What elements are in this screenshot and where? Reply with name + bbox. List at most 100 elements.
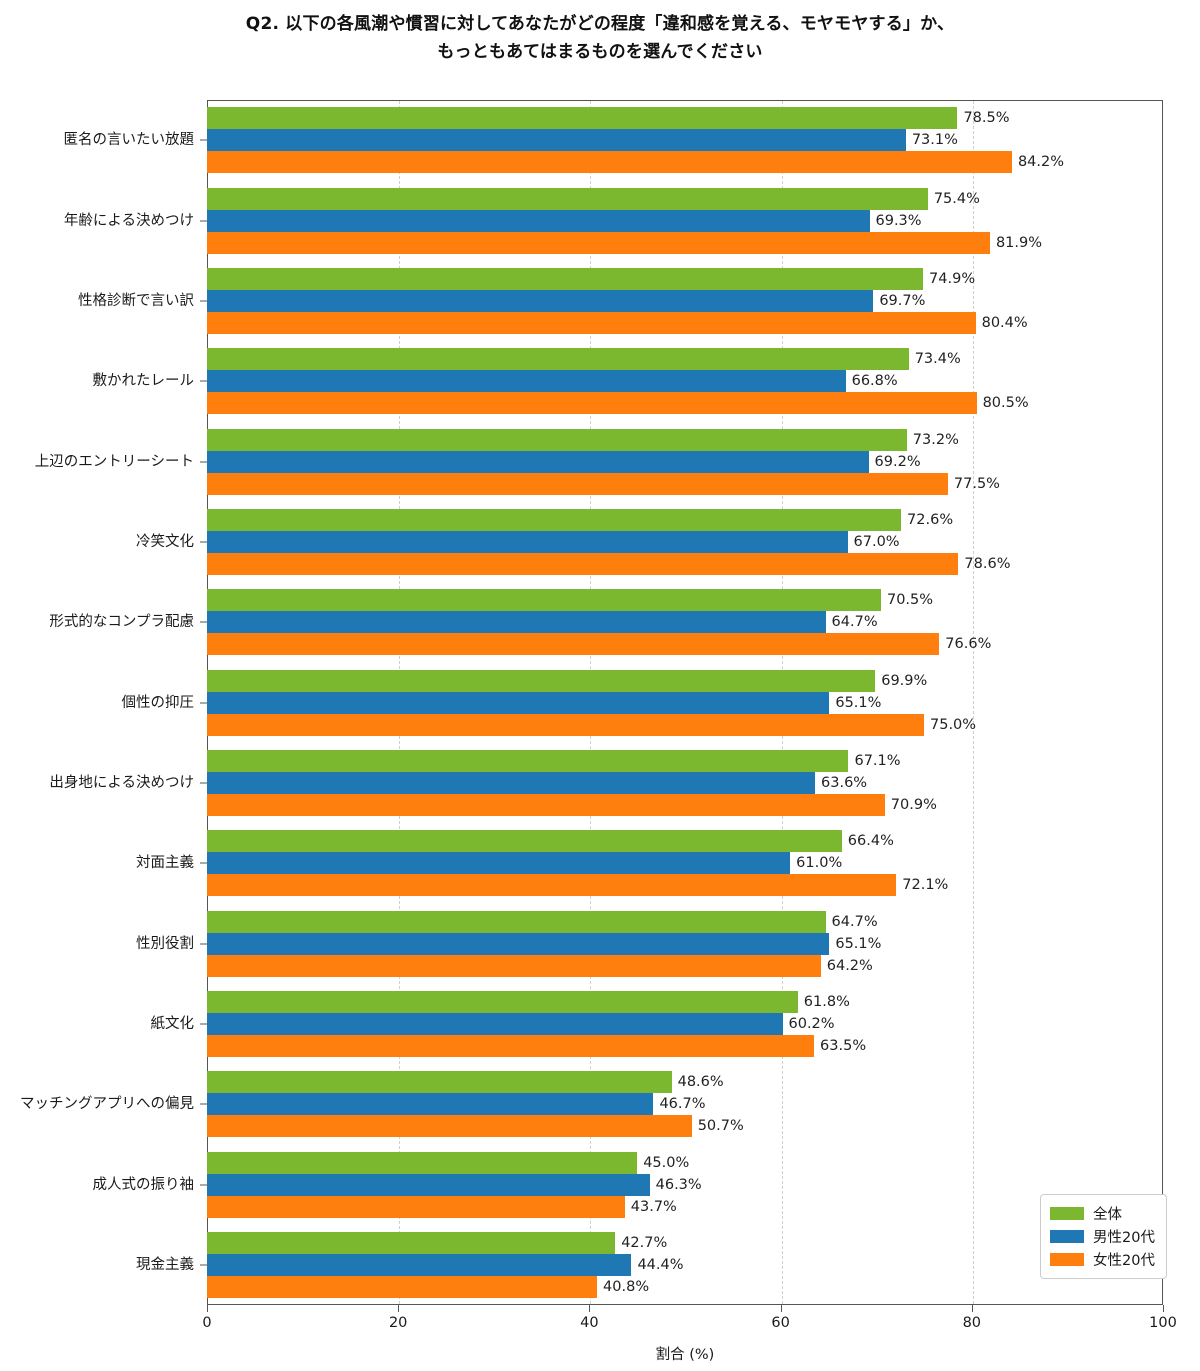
bar[interactable] [207,107,958,130]
bar-row: 46.3% [207,1173,1163,1196]
bar-value-label: 70.9% [890,796,937,813]
x-axis-tick-label: 0 [202,1315,212,1331]
bar-row: 74.9% [207,267,1163,290]
bar[interactable] [207,472,948,495]
bar-group: 45.0% 46.3% 43.7% [207,1151,1163,1218]
bar[interactable] [207,311,976,334]
bar[interactable] [207,151,1012,174]
bar[interactable] [207,611,826,634]
bar-value-label: 48.6% [677,1074,724,1091]
bar[interactable] [207,691,830,714]
bar-row: 69.9% [207,669,1163,692]
bar-row: 40.8% [207,1275,1163,1298]
bar[interactable] [207,713,924,736]
y-axis-tick [200,1103,207,1105]
bar-value-label: 63.5% [820,1037,867,1054]
bar-group: 70.5% 64.7% 76.6% [207,589,1163,656]
y-axis-tick [200,300,207,302]
legend-item[interactable]: 男性20代 [1050,1225,1155,1248]
bar[interactable] [207,1253,632,1276]
x-axis-tick [207,1305,208,1312]
bar[interactable] [207,932,830,955]
y-axis-category-label: マッチングアプリへの偏見 [20,1095,194,1112]
bar[interactable] [207,1115,692,1138]
bar[interactable] [207,830,842,853]
bar[interactable] [207,589,881,612]
bar[interactable] [207,428,907,451]
bar-value-label: 67.1% [854,752,901,769]
bar[interactable] [207,852,791,875]
x-axis: 割合 (%) 0 20 40 60 80 100 [202,1305,1177,1371]
y-axis-category-label: 敷かれたレール [92,372,195,389]
y-axis-category-labels: 匿名の言いたい放題 年齢による決めつけ 性格診断で言い訳 敷かれたレール 上辺のエントリ… [0,100,207,1305]
bar[interactable] [207,1012,783,1035]
bar[interactable] [207,209,870,232]
y-axis-tick [200,1184,207,1185]
bar[interactable] [207,187,928,210]
bar-row: 69.2% [207,450,1163,473]
bar-row: 61.8% [207,990,1163,1013]
bar-value-label: 65.1% [835,694,882,711]
bar-value-label: 60.2% [788,1015,835,1032]
bar[interactable] [207,1231,616,1254]
bar-group: 61.8% 60.2% 63.5% [207,990,1163,1057]
bar-row: 46.7% [207,1093,1163,1116]
bar[interactable] [207,954,821,977]
bar[interactable] [207,771,816,794]
bar-group: 48.6% 46.7% 50.7% [207,1071,1163,1138]
bar[interactable] [207,348,909,371]
bar[interactable] [207,392,977,415]
bar[interactable] [207,1093,654,1116]
bar-value-label: 69.3% [875,212,922,229]
x-axis-tick-label: 100 [1149,1315,1177,1331]
bar[interactable] [207,749,849,772]
bar-value-label: 69.9% [881,672,928,689]
bar[interactable] [207,231,990,254]
bar-value-label: 42.7% [621,1234,668,1251]
bar-row: 73.4% [207,348,1163,371]
x-axis-tick [1163,1305,1164,1312]
bar[interactable] [207,1173,650,1196]
y-axis-tick [200,541,207,543]
bar[interactable] [207,1195,625,1218]
bar-value-label: 67.0% [853,533,900,550]
bar-value-label: 75.0% [930,716,977,733]
y-axis-tick [200,380,207,382]
bar-row: 44.4% [207,1253,1163,1276]
chart-title-line-2: もっともあてはまるものを選んでください [437,42,763,62]
bar[interactable] [207,1151,638,1174]
bar-value-label: 46.7% [659,1096,706,1113]
bar[interactable] [207,910,826,933]
bar[interactable] [207,129,906,152]
bar[interactable] [207,793,885,816]
bar-value-label: 64.2% [826,957,873,974]
bar-row: 78.5% [207,107,1163,130]
bar[interactable] [207,1275,598,1298]
bar[interactable] [207,874,897,897]
bar[interactable] [207,552,959,575]
bar-row: 48.6% [207,1071,1163,1094]
x-axis-tick-label: 60 [771,1315,790,1331]
bar[interactable] [207,1034,815,1057]
bar[interactable] [207,1071,672,1094]
bar[interactable] [207,669,876,692]
legend-swatch-icon [1050,1230,1084,1243]
bar[interactable] [207,450,869,473]
bar[interactable] [207,508,902,531]
bar[interactable] [207,530,848,553]
y-axis-category-label: 出身地による決めつけ [49,774,194,791]
y-axis-tick [200,702,207,703]
bar-value-label: 77.5% [953,475,1000,492]
y-axis-tick [200,139,207,141]
bar[interactable] [207,267,924,290]
bar-row: 64.7% [207,910,1163,933]
legend-item[interactable]: 全体 [1050,1202,1155,1225]
y-axis-category-label: 冷笑文化 [136,533,194,550]
bar[interactable] [207,990,798,1013]
bar[interactable] [207,289,874,312]
bar-group: 66.4% 61.0% 72.1% [207,830,1163,897]
bar-row: 66.8% [207,370,1163,393]
legend-item[interactable]: 女性20代 [1050,1248,1155,1271]
bar[interactable] [207,633,940,656]
bar[interactable] [207,370,846,393]
